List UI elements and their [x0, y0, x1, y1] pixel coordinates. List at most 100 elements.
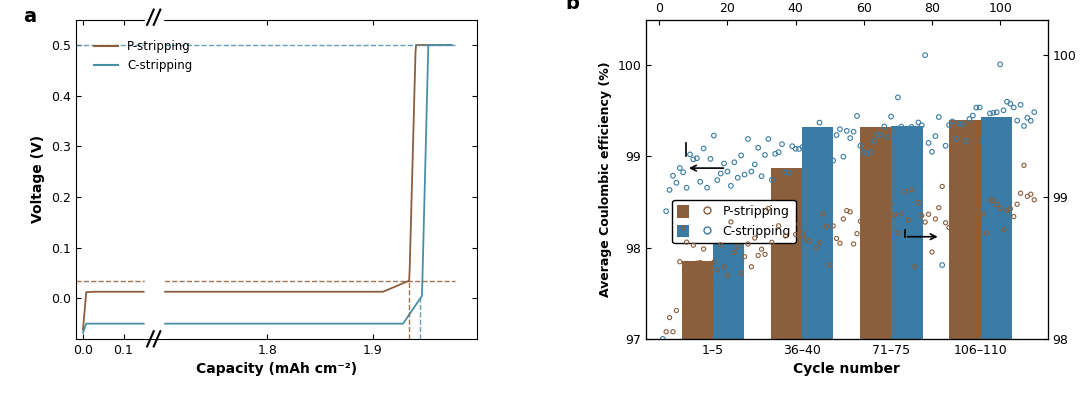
Point — [1015, 123, 1032, 129]
Point — [982, 110, 999, 117]
Point — [845, 128, 862, 135]
Point — [814, 211, 832, 217]
Point — [941, 122, 958, 128]
Point — [845, 241, 862, 247]
Point — [917, 219, 934, 225]
Point — [873, 206, 890, 212]
Point — [756, 152, 773, 158]
Point — [770, 223, 787, 229]
Point — [832, 126, 849, 132]
Point — [828, 132, 846, 138]
Point — [1012, 102, 1029, 108]
Point — [865, 242, 882, 249]
Point — [691, 178, 708, 185]
Point — [658, 208, 675, 214]
Point — [835, 216, 852, 222]
Point — [723, 183, 740, 189]
Point — [712, 170, 729, 177]
Point — [927, 133, 944, 139]
Point — [773, 260, 791, 266]
Bar — [145, 15, 163, 344]
Point — [954, 217, 971, 223]
Point — [828, 235, 846, 242]
Point — [671, 258, 688, 265]
Point — [947, 191, 964, 198]
Point — [770, 149, 787, 155]
Text: a: a — [24, 7, 37, 26]
Point — [913, 212, 930, 219]
Point — [743, 264, 760, 270]
Point — [675, 169, 692, 175]
Point — [1005, 104, 1023, 111]
Point — [1012, 190, 1029, 196]
Point — [750, 252, 767, 258]
Point — [849, 230, 866, 237]
Point — [794, 144, 811, 150]
Point — [849, 113, 866, 119]
Point — [791, 146, 808, 152]
Point — [886, 137, 903, 143]
Point — [909, 199, 927, 206]
Point — [968, 218, 985, 224]
Bar — [891, 126, 922, 339]
Point — [726, 159, 743, 165]
Point — [685, 242, 702, 248]
Point — [923, 249, 941, 255]
Point — [841, 209, 859, 215]
Point — [708, 267, 726, 273]
Point — [824, 223, 841, 229]
Point — [930, 204, 947, 211]
Point — [957, 138, 974, 144]
Text: b: b — [566, 0, 580, 13]
Point — [777, 169, 794, 175]
Point — [821, 135, 838, 141]
Point — [804, 143, 821, 149]
Y-axis label: Voltage (V): Voltage (V) — [31, 135, 45, 223]
Point — [841, 135, 859, 141]
Point — [654, 390, 672, 394]
Point — [865, 138, 882, 144]
Point — [941, 224, 958, 230]
Point — [719, 272, 737, 279]
Point — [667, 180, 685, 186]
Point — [764, 177, 781, 183]
Point — [896, 144, 914, 150]
Point — [712, 242, 729, 248]
X-axis label: Capacity (mAh cm⁻²): Capacity (mAh cm⁻²) — [195, 362, 357, 376]
Point — [876, 195, 893, 201]
Point — [821, 262, 838, 268]
Point — [787, 146, 805, 152]
X-axis label: Cycle number: Cycle number — [794, 362, 901, 376]
Point — [732, 152, 750, 158]
Point — [702, 156, 719, 162]
Point — [797, 158, 814, 164]
Point — [729, 243, 746, 250]
Point — [886, 212, 903, 218]
Point — [705, 132, 723, 139]
Point — [671, 165, 688, 171]
Point — [982, 197, 999, 203]
Point — [876, 123, 893, 130]
Point — [995, 107, 1012, 113]
Point — [759, 205, 777, 212]
Point — [947, 136, 964, 142]
Point — [685, 156, 702, 163]
Point — [896, 188, 914, 195]
Point — [968, 104, 985, 111]
Point — [699, 184, 716, 191]
Point — [868, 132, 886, 138]
Point — [889, 94, 906, 100]
Point — [705, 259, 723, 265]
Point — [917, 52, 934, 58]
Point — [667, 307, 685, 314]
Point — [800, 144, 818, 151]
Point — [764, 239, 781, 245]
Point — [906, 133, 923, 139]
Point — [991, 205, 1009, 212]
Point — [699, 285, 716, 291]
Point — [909, 119, 927, 126]
Point — [988, 109, 1005, 115]
Point — [808, 245, 825, 251]
Point — [852, 218, 869, 225]
Bar — [981, 117, 1012, 339]
